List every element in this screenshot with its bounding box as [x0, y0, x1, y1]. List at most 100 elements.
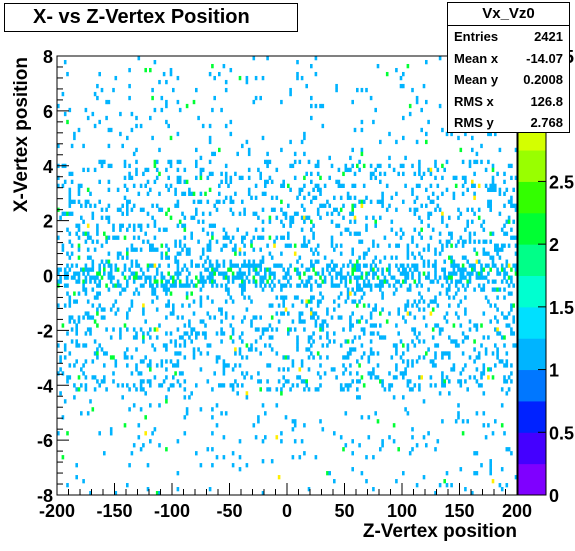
heatmap-cell: [243, 211, 246, 216]
heatmap-cell: [181, 247, 184, 252]
heatmap-cell: [169, 163, 173, 169]
heatmap-cell: [422, 315, 426, 320]
heatmap-cell: [100, 315, 104, 320]
heatmap-cell: [229, 267, 233, 272]
heatmap-cell: [208, 243, 212, 248]
heatmap-cell: [349, 327, 352, 332]
heatmap-cell: [339, 435, 343, 440]
heatmap-cell: [220, 283, 223, 288]
heatmap-cell: [206, 243, 210, 248]
heatmap-cell: [360, 287, 364, 292]
heatmap-cell: [452, 295, 456, 300]
heatmap-cell: [178, 371, 182, 376]
heatmap-cell: [413, 255, 417, 260]
heatmap-cell: [342, 263, 345, 268]
heatmap-cell: [75, 271, 78, 276]
heatmap-cell: [93, 295, 97, 300]
heatmap-cell: [413, 267, 417, 272]
heatmap-cell: [362, 251, 366, 256]
heatmap-cell: [296, 259, 299, 264]
heatmap-cell: [222, 363, 226, 368]
heatmap-cell: [287, 203, 290, 208]
heatmap-cell: [422, 171, 426, 177]
heatmap-cell: [241, 287, 244, 292]
heatmap-cell: [107, 187, 111, 192]
heatmap-cell: [411, 239, 414, 244]
heatmap-cell: [305, 243, 308, 248]
heatmap-cell: [86, 411, 90, 416]
heatmap-cell: [66, 431, 69, 436]
heatmap-cell: [220, 171, 223, 177]
heatmap-cell: [452, 339, 456, 344]
heatmap-cell: [335, 179, 338, 185]
heatmap-cell: [144, 167, 147, 173]
heatmap-cell: [344, 367, 348, 372]
x-tick-label: -100: [154, 501, 190, 521]
color-scale-band: [518, 181, 546, 214]
heatmap-cell: [404, 319, 407, 324]
heatmap-cell: [312, 263, 315, 268]
heatmap-cell: [477, 283, 481, 288]
heatmap-cell: [395, 255, 398, 260]
heatmap-cell: [231, 315, 235, 320]
heatmap-cell: [353, 219, 357, 224]
heatmap-cell: [261, 287, 265, 292]
heatmap-cell: [116, 383, 120, 388]
heatmap-cell: [356, 395, 359, 400]
heatmap-cell: [183, 283, 187, 288]
heatmap-cell: [360, 355, 364, 360]
heatmap-cell: [165, 375, 168, 380]
heatmap-cell: [498, 483, 502, 488]
heatmap-cell: [105, 215, 108, 220]
heatmap-cell: [165, 447, 168, 452]
heatmap-cell: [206, 379, 210, 384]
heatmap-cell: [305, 283, 308, 288]
heatmap-cell: [303, 379, 306, 384]
heatmap-cell: [224, 123, 228, 129]
heatmap-cell: [167, 299, 170, 304]
heatmap-cell: [360, 119, 364, 125]
heatmap-cell: [342, 387, 345, 392]
heatmap-cell: [103, 351, 106, 356]
heatmap-cell: [70, 179, 74, 185]
heatmap-cell: [149, 359, 152, 364]
heatmap-cell: [441, 383, 444, 388]
heatmap-cell: [443, 267, 446, 272]
heatmap-cell: [436, 279, 440, 284]
heatmap-cell: [57, 175, 60, 181]
heatmap-cell: [176, 175, 180, 181]
heatmap-cell: [293, 211, 297, 216]
heatmap-cell: [482, 391, 486, 396]
heatmap-cell: [505, 219, 509, 224]
heatmap-cell: [413, 327, 417, 332]
heatmap-cell: [450, 271, 453, 276]
heatmap-cell: [181, 223, 184, 228]
heatmap-cell: [452, 367, 456, 372]
heatmap-cell: [480, 263, 483, 268]
heatmap-cell: [252, 279, 256, 284]
heatmap-cell: [473, 211, 476, 216]
heatmap-cell: [358, 283, 361, 288]
heatmap-cell: [208, 211, 212, 216]
heatmap-cell: [176, 363, 180, 368]
heatmap-cell: [480, 375, 483, 380]
heatmap-cell: [195, 283, 198, 288]
heatmap-cell: [250, 239, 253, 244]
heatmap-cell: [98, 383, 101, 388]
heatmap-cell: [404, 267, 407, 272]
heatmap-cell: [408, 267, 412, 272]
heatmap-cell: [105, 115, 108, 121]
heatmap-cell: [206, 247, 210, 252]
heatmap-cell: [482, 239, 486, 244]
heatmap-cell: [500, 279, 504, 284]
heatmap-cell: [282, 311, 285, 316]
heatmap-cell: [298, 319, 302, 324]
heatmap-cell: [362, 263, 366, 268]
heatmap-cell: [293, 243, 297, 248]
heatmap-cell: [121, 223, 124, 228]
heatmap-cell: [201, 319, 205, 324]
heatmap-cell: [496, 307, 499, 312]
heatmap-cell: [427, 271, 430, 276]
heatmap-cell: [149, 335, 152, 340]
heatmap-cell: [280, 263, 283, 268]
